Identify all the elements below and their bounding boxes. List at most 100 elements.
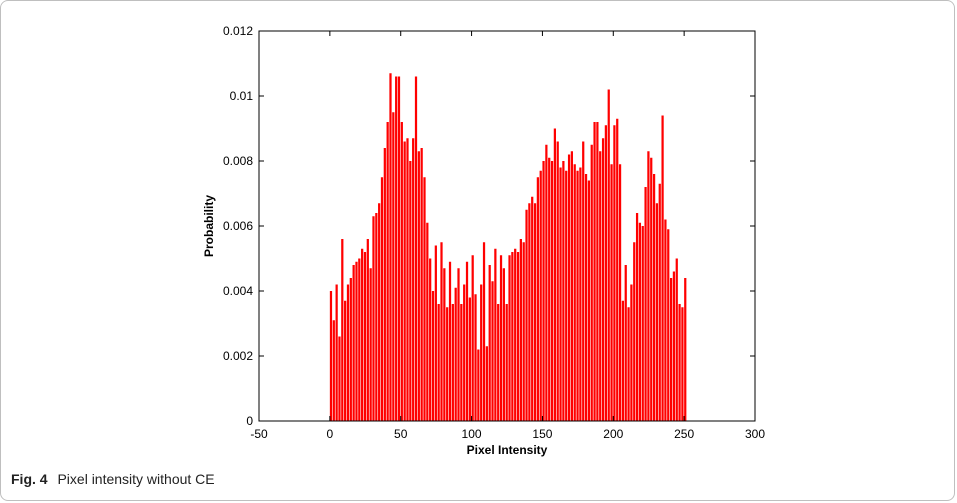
histogram-bar — [505, 304, 508, 421]
y-tick-label: 0.01 — [230, 89, 254, 103]
histogram-bar — [550, 161, 554, 421]
histogram-bar — [443, 268, 446, 421]
histogram-bar — [672, 271, 676, 421]
histogram-bar — [429, 258, 432, 421]
x-tick-label: 100 — [462, 427, 482, 441]
y-tick-label: 0.008 — [223, 154, 253, 168]
histogram-bar — [494, 248, 497, 421]
histogram-bar — [437, 304, 440, 421]
histogram-bar — [380, 177, 384, 421]
histogram-bar — [508, 255, 511, 421]
x-tick-label: 300 — [745, 427, 765, 441]
histogram-bar — [352, 265, 355, 421]
histogram-bar — [567, 154, 571, 421]
histogram-bar — [375, 213, 378, 421]
figure-number: Fig. 4 — [11, 471, 48, 487]
histogram-bar — [621, 300, 625, 421]
histogram-bar — [361, 248, 364, 421]
x-tick-label: 50 — [394, 427, 408, 441]
histogram-bar — [465, 261, 469, 421]
histogram-bar — [641, 226, 644, 421]
histogram-bar — [514, 248, 517, 421]
histogram-bar — [341, 239, 344, 421]
histogram-bar — [386, 122, 389, 421]
figure-caption: Fig. 4 Pixel intensity without CE — [11, 471, 215, 487]
histogram-bar — [454, 287, 457, 421]
histogram-bar — [358, 258, 361, 421]
histogram-bar — [400, 122, 403, 421]
histogram-bar — [556, 141, 559, 421]
histogram-bar — [678, 304, 681, 421]
histogram-bar — [545, 144, 548, 421]
histogram-bar — [618, 164, 622, 421]
histogram-bar — [593, 122, 596, 421]
histogram-bar — [372, 216, 375, 421]
histogram-bar — [451, 304, 454, 421]
histogram-bar — [491, 281, 494, 421]
histogram-bar — [528, 203, 531, 421]
histogram-bar — [661, 115, 664, 421]
histogram-bar — [468, 297, 471, 421]
histogram-bar — [584, 174, 588, 421]
histogram-bar — [681, 307, 684, 421]
x-tick-label: 250 — [674, 427, 694, 441]
histogram-bar — [613, 125, 616, 421]
x-tick-label: -50 — [250, 427, 268, 441]
histogram-bar — [667, 229, 670, 421]
bars-layer — [329, 73, 687, 421]
histogram-bar — [579, 167, 582, 421]
histogram-bar — [471, 255, 474, 421]
histogram-bar — [397, 76, 401, 421]
histogram-bar — [409, 161, 412, 421]
histogram-bar — [525, 209, 528, 421]
histogram-bar — [533, 203, 537, 421]
histogram-bar — [434, 245, 437, 421]
y-axis-label: Probability — [202, 195, 216, 257]
histogram-bar — [647, 151, 650, 421]
histogram-bar — [616, 118, 619, 421]
histogram-bar — [570, 151, 573, 421]
histogram-bar — [335, 284, 338, 421]
histogram-bar — [638, 222, 642, 421]
histogram-bar — [363, 252, 367, 421]
histogram-bar — [448, 261, 452, 421]
y-tick-label: 0.006 — [223, 219, 253, 233]
ticks-layer: -50 0 50 100 150 200 250 30000.0020.0040.0060.0… — [223, 24, 765, 441]
histogram-bar — [403, 141, 406, 421]
histogram-bar — [650, 157, 653, 421]
histogram-bar — [644, 187, 647, 421]
histogram-bar — [658, 183, 661, 421]
histogram-bar — [599, 151, 602, 421]
histogram-bar — [366, 239, 369, 421]
histogram-bar — [389, 73, 392, 421]
histogram-bar — [562, 161, 565, 421]
histogram-bar — [590, 144, 593, 421]
y-tick-label: 0.002 — [223, 349, 253, 363]
histogram-bar — [474, 294, 477, 421]
histogram-bar — [576, 170, 579, 421]
histogram-bar — [395, 76, 398, 421]
histogram-bar — [675, 258, 678, 421]
histogram-bar — [412, 138, 415, 421]
x-axis-label: Pixel Intensity — [467, 443, 548, 457]
histogram-bar — [559, 167, 562, 421]
histogram-bar — [332, 320, 335, 421]
histogram-bar — [536, 177, 539, 421]
histogram-bar — [499, 255, 503, 421]
histogram-bar — [573, 164, 576, 421]
histogram-bar — [669, 278, 673, 421]
histogram-bar — [344, 300, 347, 421]
histogram-bar — [539, 170, 542, 421]
histogram-bar — [414, 76, 418, 421]
histogram-bar — [565, 170, 568, 421]
histogram-bar — [480, 284, 483, 421]
y-tick-label: 0.004 — [223, 284, 253, 298]
histogram-bar — [516, 252, 520, 421]
histogram-bar — [420, 148, 423, 421]
histogram-bar — [519, 239, 522, 421]
histogram-bar — [655, 203, 659, 421]
x-tick-label: 0 — [327, 427, 334, 441]
histogram-bar — [349, 278, 352, 421]
histogram-bar — [477, 349, 480, 421]
